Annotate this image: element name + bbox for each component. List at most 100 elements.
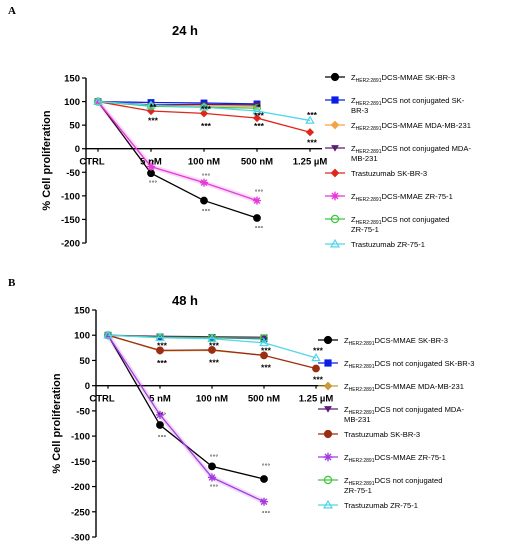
data-point (200, 196, 208, 205)
y-tick-label: 100 (64, 97, 80, 108)
data-point (252, 106, 262, 115)
significance-asterisks: *** (261, 363, 272, 373)
data-point (208, 462, 216, 471)
legend: ZHER2:2891DCS-MMAE SK-BR-3 ZHER2:2891DCS … (325, 72, 471, 249)
y-tick-label: 0 (85, 381, 90, 392)
data-point (260, 334, 269, 343)
legend-label: ZHER2:2891DCS-MMAE SK-BR-3 (344, 336, 448, 347)
y-axis-label: % Cell proliferation (51, 373, 63, 474)
significance-asterisks: * (257, 102, 261, 112)
legend-swatch-marker (323, 429, 333, 439)
legend-swatch-marker (330, 191, 340, 201)
x-tick-label: 5 nM (140, 157, 162, 168)
significance-asterisks: *** (201, 121, 212, 131)
data-point (200, 101, 208, 108)
x-tick-label: CTRL (79, 157, 105, 168)
series-8 (103, 330, 321, 362)
legend-label: ZHER2:2891DCS not conjugated (344, 476, 442, 487)
data-point (253, 214, 261, 222)
data-point (207, 333, 217, 343)
legend-label: ZHER2:2891DCS-MMAE SK-BR-3 (351, 73, 455, 84)
significance-asterisks: ** (150, 102, 157, 112)
series-line (97, 101, 258, 219)
legend-swatch-marker (331, 145, 339, 152)
legend-item: ZHER2:2891DCS not conjugated MDA-MB-231 (325, 144, 471, 163)
legend-swatch-marker (324, 406, 332, 413)
panel-b: B 48 h 150 100 50 0 -50 -100 -150 -200 -250 -300 C… (8, 277, 475, 544)
legend-item: Trastuzumab SK-BR-3 (318, 429, 420, 439)
series-6 (93, 97, 262, 205)
significance-degrees: °°° (255, 189, 264, 197)
significance-degrees: °°° (262, 462, 271, 470)
y-tick-label: 50 (79, 356, 90, 367)
significance-asterisks: *** (313, 375, 324, 385)
y-tick-label: -300 (71, 533, 90, 544)
significance-degrees: °°° (149, 159, 158, 167)
series-error-band (105, 333, 266, 504)
x-tick-label: 500 nM (248, 394, 280, 405)
x-tick-label: 100 nM (188, 157, 220, 168)
data-point (199, 109, 209, 118)
significance-asterisks: *** (313, 345, 324, 355)
legend-item: ZHER2:2891DCS-MMAE MDA-MB-231 (325, 120, 471, 132)
legend-item: Trastuzumab ZR-75-1 (318, 499, 418, 510)
legend-label-line2: MB-231 (351, 154, 378, 163)
chart-title-48h: 48 h (172, 293, 198, 308)
data-point (312, 364, 320, 373)
legend-item: ZHER2:2891DCS not conjugated SK-BR-3 (325, 96, 465, 115)
legend-label: ZHER2:2891DCS not conjugated MDA- (344, 405, 464, 416)
series-1 (104, 331, 268, 483)
data-point (305, 128, 315, 137)
significance-asterisks: *** (148, 115, 159, 125)
legend-swatch-marker (324, 359, 332, 367)
series-line (107, 334, 265, 503)
legend-swatch-marker (330, 168, 340, 178)
legend-item: ZHER2:2891DCS not conjugated MDA-MB-231 (318, 405, 464, 424)
y-tick-label: -100 (71, 432, 90, 443)
legend-item: ZHER2:2891DCS-MMAE SK-BR-3 (318, 335, 448, 347)
significance-asterisks: *** (307, 138, 318, 148)
data-point (305, 115, 315, 124)
legend: ZHER2:2891DCS-MMAE SK-BR-3 ZHER2:2891DCS … (318, 335, 475, 510)
data-point (259, 497, 269, 506)
y-tick-label: 150 (74, 306, 90, 317)
significance-asterisks: *** (157, 358, 168, 368)
significance-asterisks: *** (254, 121, 265, 131)
legend-item: Trastuzumab SK-BR-3 (325, 168, 427, 178)
x-tick-label: 500 nM (241, 157, 273, 168)
legend-label-line2: ZR-75-1 (344, 486, 372, 495)
y-tick-label: 50 (69, 121, 80, 132)
data-point (252, 196, 262, 205)
significance-asterisks: *** (157, 340, 168, 350)
y-tick-label: -50 (66, 168, 80, 179)
legend-item: Trastuzumab ZR-75-1 (325, 238, 425, 249)
data-point (259, 337, 269, 347)
significance-asterisks: *** (307, 110, 318, 120)
y-tick-label: -250 (71, 507, 90, 518)
legend-label: ZHER2:2891DCS not conjugated (351, 215, 449, 226)
legend-swatch-marker (331, 96, 339, 104)
legend-label: Trastuzumab ZR-75-1 (351, 240, 425, 249)
data-point (311, 352, 321, 362)
significance-asterisks: *** (261, 345, 272, 355)
data-point (103, 330, 113, 339)
significance-degrees: °°° (262, 510, 271, 518)
legend-item: ZHER2:2891DCS not conjugated SK-BR-3 (318, 359, 475, 370)
data-point (260, 334, 268, 341)
legend-swatch-marker (323, 452, 333, 462)
legend-swatch-marker (323, 335, 333, 345)
legend-label: Trastuzumab ZR-75-1 (344, 501, 418, 510)
legend-label-line2: MB-231 (344, 415, 371, 424)
legend-swatch-marker (323, 381, 333, 391)
legend-swatch-marker (330, 72, 340, 82)
significance-degrees: °°° (210, 484, 219, 492)
legend-label: ZHER2:2891DCS not conjugated SK- (351, 96, 465, 107)
y-tick-label: -200 (61, 239, 80, 250)
legend-item: ZHER2:2891DCS-MMAE MDA-MB-231 (318, 381, 464, 393)
legend-label: ZHER2:2891DCS-MMAE ZR-75-1 (351, 192, 453, 203)
data-point (252, 113, 262, 123)
legend-label: ZHER2:2891DCS-MMAE MDA-MB-231 (344, 382, 464, 393)
legend-label: ZHER2:2891DCS not conjugated SK-BR-3 (344, 359, 475, 370)
legend-item: ZHER2:2891DCS-MMAE ZR-75-1 (318, 452, 446, 464)
